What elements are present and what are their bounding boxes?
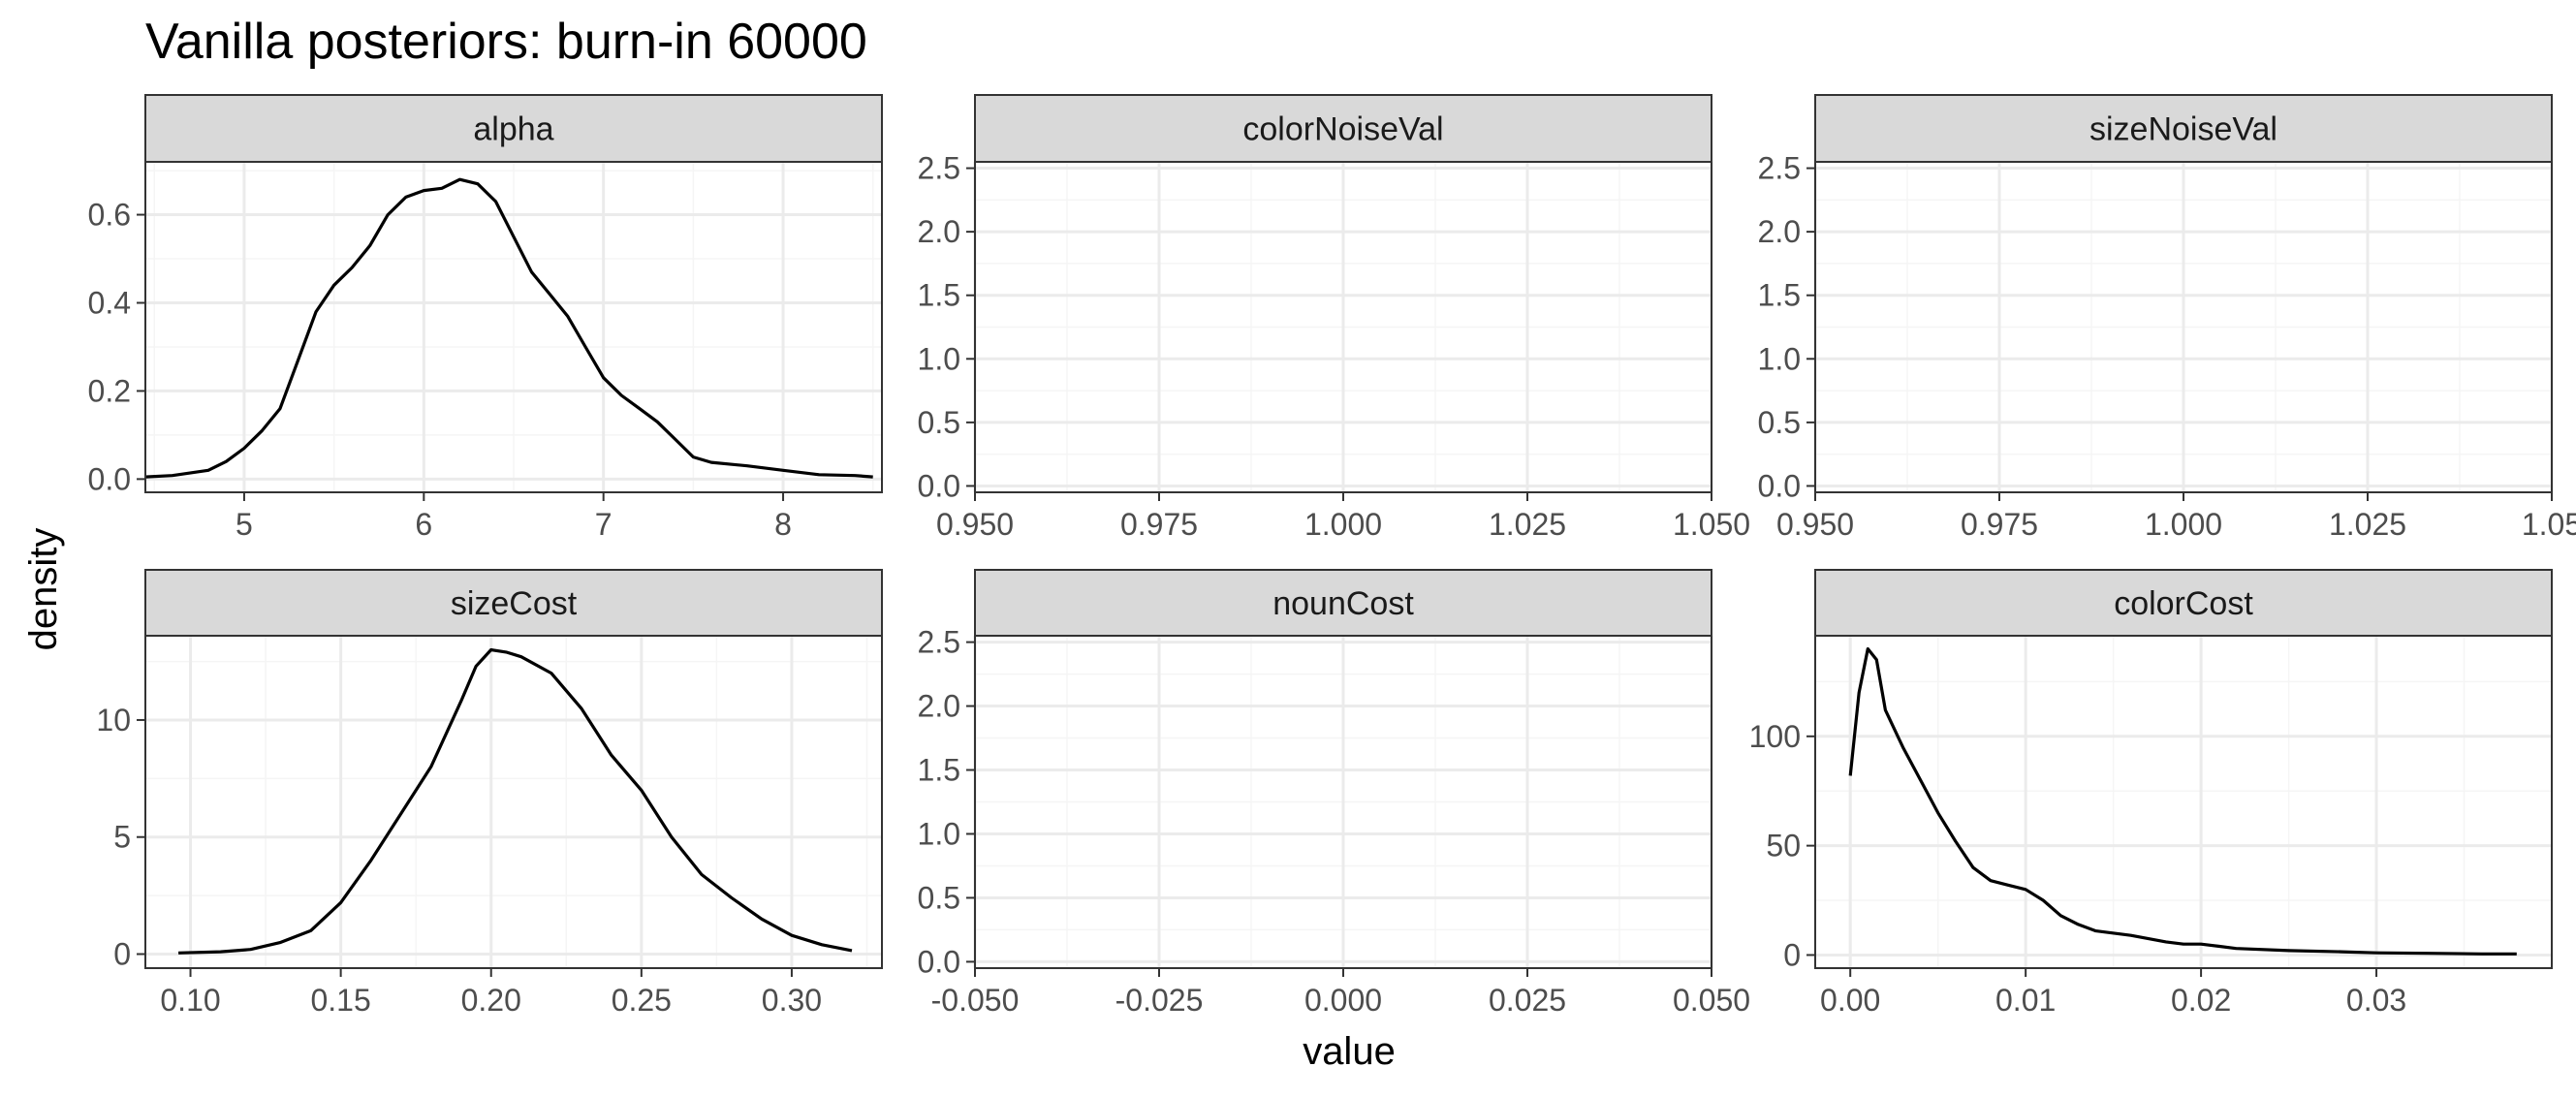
chart-title: Vanilla posteriors: burn-in 60000 [145,14,867,70]
y-tick-label: 0.6 [88,198,131,233]
x-tick-label: 1.05 [2522,507,2576,542]
strip-background [144,569,883,637]
panel-sizeNoiseVal: sizeNoiseVal 0.0 0.5 1.0 1.5 2.0 2.5 0.950 0.975… [1758,94,2576,542]
panel-background [145,636,882,968]
x-tick-label: 0.15 [310,983,370,1018]
strip-background [974,569,1712,637]
x-tick-label: 0.03 [2346,983,2406,1018]
y-tick-label: 0.5 [1758,405,1801,440]
x-tick-label: 1.000 [2145,507,2222,542]
x-tick-label: 1.050 [1673,507,1750,542]
strip-background [144,94,883,163]
x-tick-label: 0.975 [1120,507,1198,542]
x-tick-label: 0.10 [160,983,220,1018]
y-tick-label: 2.5 [1758,151,1801,186]
strip-background [1814,94,2553,163]
strip-background [1814,569,2553,637]
y-axis-title: density [22,528,65,651]
x-tick-label: 1.000 [1304,507,1382,542]
y-tick-label: 0 [1783,937,1801,972]
x-tick-label: 0.30 [762,983,822,1018]
y-tick-label: 0.2 [88,373,131,408]
x-tick-label: 0.950 [936,507,1014,542]
x-tick-label: -0.050 [931,983,1020,1018]
x-tick-label: -0.025 [1115,983,1204,1018]
y-tick-label: 1.0 [918,816,960,851]
y-tick-label: 0.0 [918,468,960,503]
x-tick-label: 0.975 [1961,507,2038,542]
y-tick-label: 5 [113,820,131,855]
x-tick-label: 1.025 [1489,507,1566,542]
x-tick-label: 0.025 [1489,983,1566,1018]
x-tick-label: 0.950 [1776,507,1854,542]
y-tick-label: 50 [1766,829,1801,863]
density-line-alpha [144,177,873,479]
y-tick-label: 0 [113,937,131,972]
y-tick-label: 1.0 [1758,341,1801,376]
y-tick-label: 2.5 [918,625,960,660]
x-tick-label: 0.01 [1995,983,2056,1018]
strip-label: sizeCost [451,585,578,622]
y-tick-label: 0.4 [88,285,131,320]
y-tick-label: 2.0 [918,689,960,724]
y-tick-label: 1.5 [918,753,960,788]
facet-panels: alpha 0.0 0.2 0.4 0.6 5 6 7 8 colorNoiseVal 0.0 0.5… [88,94,2576,1018]
x-tick-label: 0.02 [2171,983,2231,1018]
x-tick-label: 0.20 [461,983,521,1018]
y-tick-label: 1.5 [1758,278,1801,313]
strip-label: sizeNoiseVal [2089,111,2278,148]
x-tick-label: 1.025 [2329,507,2406,542]
strip-label: colorNoiseVal [1242,111,1443,148]
density-line-colorCost [1848,646,2517,956]
x-tick-label: 6 [415,507,432,542]
x-tick-label: 7 [595,507,613,542]
panel-nounCost: nounCost 0.0 0.5 1.0 1.5 2.0 2.5 -0.050 -0.025 0.… [918,569,1750,1018]
y-tick-label: 1.0 [918,341,960,376]
density-line-sizeCost [178,647,853,955]
y-tick-label: 0.5 [918,405,960,440]
y-tick-label: 0.0 [88,461,131,496]
y-tick-label: 0.0 [918,944,960,979]
panel-colorNoiseVal: colorNoiseVal 0.0 0.5 1.0 1.5 2.0 2.5 0.950 0.97… [918,94,1750,542]
strip-label: nounCost [1272,585,1414,622]
y-tick-label: 2.0 [1758,214,1801,249]
panel-background [1815,636,2552,968]
x-tick-label: 8 [774,507,792,542]
strip-background [974,94,1712,163]
x-tick-label: 5 [236,507,253,542]
y-tick-label: 0.5 [918,880,960,915]
y-tick-label: 10 [96,703,131,737]
strip-label: colorCost [2114,585,2253,622]
x-tick-label: 0.00 [1820,983,1880,1018]
y-tick-label: 100 [1749,719,1801,754]
y-tick-label: 2.5 [918,151,960,186]
x-tick-label: 0.25 [612,983,672,1018]
y-tick-label: 1.5 [918,278,960,313]
x-axis-title: value [1303,1030,1396,1073]
y-tick-label: 2.0 [918,214,960,249]
panel-alpha: alpha 0.0 0.2 0.4 0.6 5 6 7 8 [88,94,883,542]
panel-colorCost: colorCost 0 50 100 0.00 0.01 0.02 0.03 [1749,569,2553,1018]
x-tick-label: 0.050 [1673,983,1750,1018]
x-tick-label: 0.000 [1304,983,1382,1018]
strip-label: alpha [473,111,553,148]
y-tick-label: 0.0 [1758,468,1801,503]
panel-sizeCost: sizeCost 0 5 10 0.10 0.15 0.20 0.25 0.30 [96,569,883,1018]
